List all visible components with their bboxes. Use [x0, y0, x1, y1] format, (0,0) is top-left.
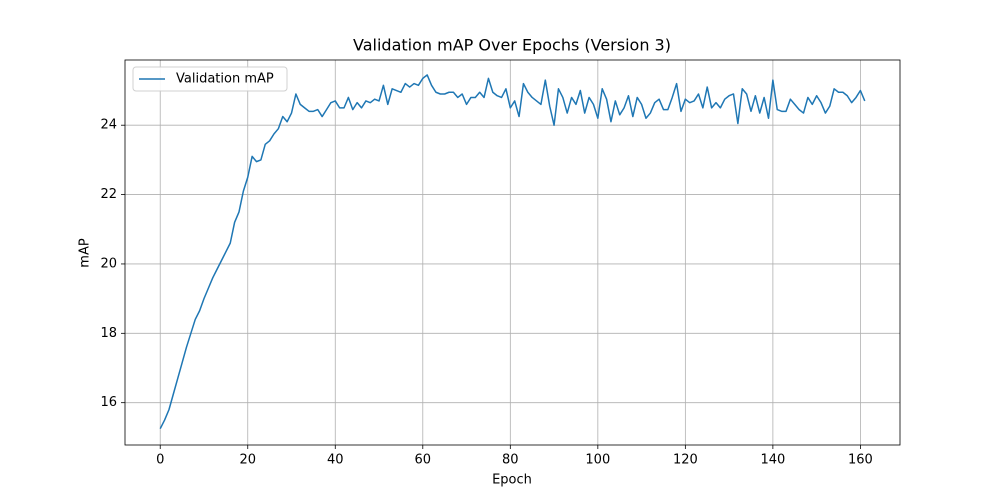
x-tick-label: 60	[415, 453, 432, 468]
data-line	[159, 74, 866, 430]
legend-label: Validation mAP	[176, 72, 274, 87]
x-tick-label: 100	[585, 453, 610, 468]
x-tick-label: 120	[673, 453, 698, 468]
plot-frame	[124, 59, 901, 446]
chart-title: Validation mAP Over Epochs (Version 3)	[353, 36, 671, 55]
y-tick-label: 24	[100, 118, 117, 133]
x-tick-label: 0	[156, 453, 164, 468]
x-tick-label: 140	[760, 453, 785, 468]
y-tick-label: 18	[100, 326, 117, 341]
legend-box	[132, 66, 288, 92]
x-tick-label: 160	[848, 453, 873, 468]
y-tick-label: 20	[100, 256, 117, 271]
x-tick-label: 80	[502, 453, 519, 468]
y-axis-label: mAP	[78, 238, 93, 268]
x-axis-label: Epoch	[492, 473, 532, 488]
y-tick-label: 16	[100, 395, 117, 410]
x-tick-label: 40	[327, 453, 344, 468]
y-tick-label: 22	[100, 187, 117, 202]
x-tick-label: 20	[239, 453, 256, 468]
